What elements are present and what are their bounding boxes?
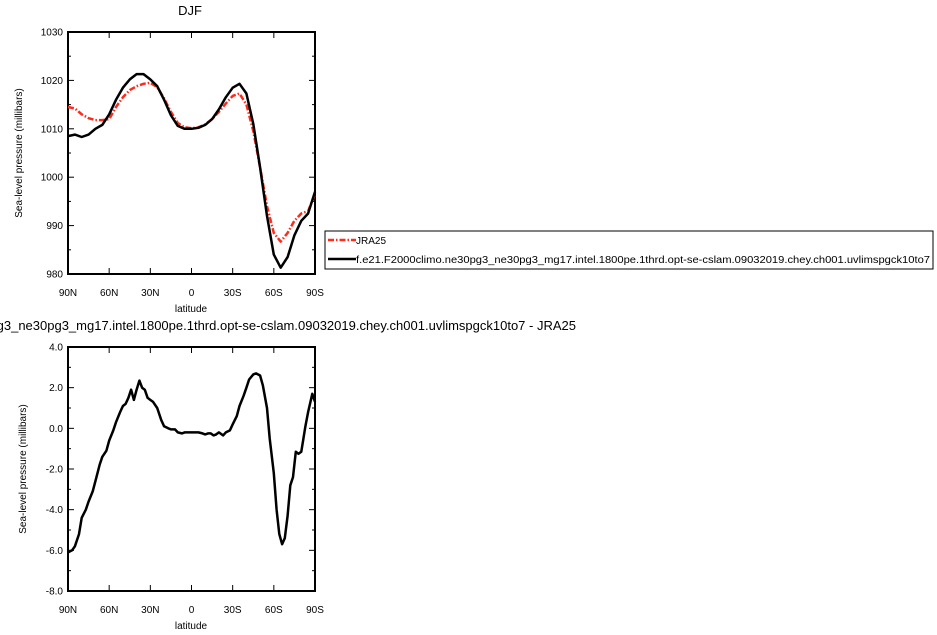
- top-x-tick-label: 30N: [141, 288, 159, 299]
- legend: JRA25 f.e21.F2000climo.ne30pg3_ne30pg3_m…: [324, 230, 934, 270]
- bottom-x-tick-label: 30N: [141, 605, 159, 616]
- bottom-x-tick-label: 60S: [265, 605, 283, 616]
- legend-box: [324, 230, 934, 270]
- top-series-line-1: [67, 72, 317, 269]
- bottom-x-tick-label: 90S: [306, 605, 324, 616]
- top-y-tick-label: 1030: [41, 28, 64, 39]
- top-x-axis-label: latitude: [175, 304, 208, 315]
- bottom-series-group: [67, 372, 317, 554]
- top-series-group: [67, 72, 317, 269]
- bottom-y-tick-label: -8.0: [46, 587, 64, 598]
- top-x-tick-label: 30S: [224, 288, 242, 299]
- bottom-chart-title: f.e21.F2000climo.ne30pg3_ne30pg3_mg17.in…: [0, 318, 576, 333]
- top-y-tick-label: 990: [46, 221, 63, 232]
- bottom-y-tick-label: -6.0: [46, 546, 64, 557]
- top-series-line-0: [67, 81, 317, 243]
- legend-label-model: f.e21.F2000climo.ne30pg3_ne30pg3_mg17.in…: [356, 255, 930, 266]
- bottom-y-tick-label: -2.0: [46, 465, 64, 476]
- top-y-tick-label: 1020: [41, 76, 64, 87]
- top-chart-title: DJF: [178, 3, 202, 18]
- panel-absolute-slp: DJF 980 990 1000 1010 1020 1030 90N 60N 30N 0 30S 6…: [14, 3, 324, 315]
- bottom-series-line-0: [67, 372, 317, 554]
- bottom-x-tick-label: 90N: [59, 605, 77, 616]
- top-y-axis-label: Sea-level pressure (millibars): [14, 88, 25, 217]
- legend-label-jra25: JRA25: [356, 236, 386, 247]
- top-x-tick-label: 60N: [100, 288, 118, 299]
- top-y-tick-label: 1000: [41, 173, 64, 184]
- top-x-tick-label: 90S: [306, 288, 324, 299]
- top-x-tick-label: 0: [189, 288, 195, 299]
- top-plot-frame: [67, 31, 316, 275]
- top-x-tick-label: 60S: [265, 288, 283, 299]
- top-axis-ticks: 980 990 1000 1010 1020 1030 90N 60N 30N 0 30S 60S 90…: [41, 28, 324, 300]
- bottom-y-tick-label: 2.0: [49, 383, 63, 394]
- bottom-plot-frame: [67, 346, 316, 592]
- bottom-x-axis-label: latitude: [175, 621, 208, 632]
- bottom-x-tick-label: 0: [189, 605, 195, 616]
- top-y-tick-label: 1010: [41, 124, 64, 135]
- bottom-y-tick-label: 0.0: [49, 424, 63, 435]
- bottom-x-tick-label: 30S: [224, 605, 242, 616]
- bottom-axis-ticks: -8.0 -6.0 -4.0 -2.0 0.0 2.0 4.0 90N 60N 30N 0 30S 60…: [46, 343, 324, 617]
- bottom-y-axis-label: Sea-level pressure (millibars): [18, 404, 29, 533]
- top-y-tick-label: 980: [46, 270, 63, 281]
- bottom-x-tick-label: 60N: [100, 605, 118, 616]
- bottom-y-tick-label: -4.0: [46, 505, 64, 516]
- bottom-y-tick-label: 4.0: [49, 343, 63, 354]
- top-x-tick-label: 90N: [59, 288, 77, 299]
- panel-difference: f.e21.F2000climo.ne30pg3_ne30pg3_mg17.in…: [0, 318, 576, 632]
